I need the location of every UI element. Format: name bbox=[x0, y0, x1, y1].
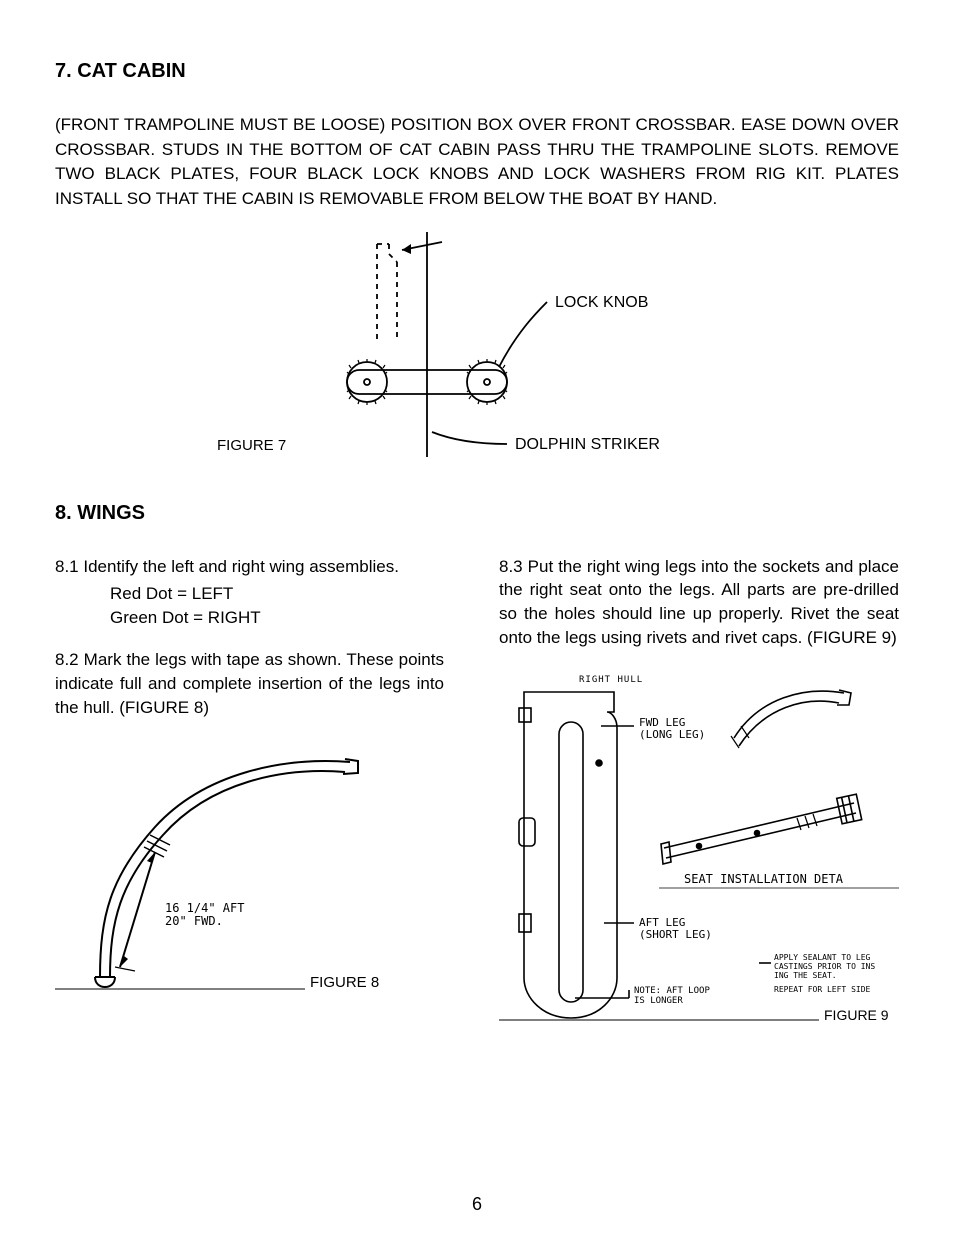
para-8-3: 8.3 Put the right wing legs into the soc… bbox=[499, 555, 899, 650]
figure9-sealant-2: CASTINGS PRIOR TO INS bbox=[774, 962, 875, 971]
section-7-body: (FRONT TRAMPOLINE MUST BE LOOSE) POSITIO… bbox=[55, 113, 899, 212]
figure8-dim-line2: 20" FWD. bbox=[165, 914, 223, 928]
figure9-fwd-leg-2: (LONG LEG) bbox=[639, 728, 705, 741]
figure9-title: RIGHT HULL bbox=[579, 675, 643, 685]
para-8-1-red: Red Dot = LEFT bbox=[110, 582, 444, 606]
figure9-sealant-3: ING THE SEAT. bbox=[774, 971, 837, 980]
para-8-1: 8.1 Identify the left and right wing ass… bbox=[55, 555, 444, 579]
figure-8: 16 1/4" AFT 20" FWD. FIGURE 8 bbox=[55, 737, 444, 1004]
figure7-dolphin-striker-label: DOLPHIN STRIKER bbox=[515, 436, 660, 453]
left-column: 8.1 Identify the left and right wing ass… bbox=[55, 555, 444, 1045]
figure7-caption: FIGURE 7 bbox=[217, 437, 286, 454]
figure9-aft-leg-2: (SHORT LEG) bbox=[639, 928, 712, 941]
section-7-heading: 7. CAT CABIN bbox=[55, 60, 899, 83]
figure8-caption: FIGURE 8 bbox=[310, 974, 379, 991]
para-8-2: 8.2 Mark the legs with tape as shown. Th… bbox=[55, 648, 444, 719]
figure8-dim-line1: 16 1/4" AFT bbox=[165, 901, 244, 915]
figure9-note-2: IS LONGER bbox=[634, 996, 683, 1006]
figure-7: LOCK KNOB DOLPHIN STRIKER FIGURE 7 bbox=[55, 232, 899, 477]
figure9-caption: FIGURE 9 bbox=[824, 1007, 889, 1023]
figure9-sealant-4: REPEAT FOR LEFT SIDE bbox=[774, 985, 871, 994]
figure9-seat-install: SEAT INSTALLATION DETA bbox=[684, 872, 844, 886]
right-column: 8.3 Put the right wing legs into the soc… bbox=[499, 555, 899, 1045]
figure7-lock-knob-label: LOCK KNOB bbox=[555, 294, 648, 311]
figure9-note-1: NOTE: AFT LOOP bbox=[634, 986, 710, 996]
figure-9: RIGHT HULL FWD LEG ( bbox=[499, 668, 899, 1045]
page-number: 6 bbox=[0, 1194, 954, 1215]
para-8-1-green: Green Dot = RIGHT bbox=[110, 606, 444, 630]
section-8-heading: 8. WINGS bbox=[55, 502, 899, 525]
figure9-sealant-1: APPLY SEALANT TO LEG bbox=[774, 953, 871, 962]
